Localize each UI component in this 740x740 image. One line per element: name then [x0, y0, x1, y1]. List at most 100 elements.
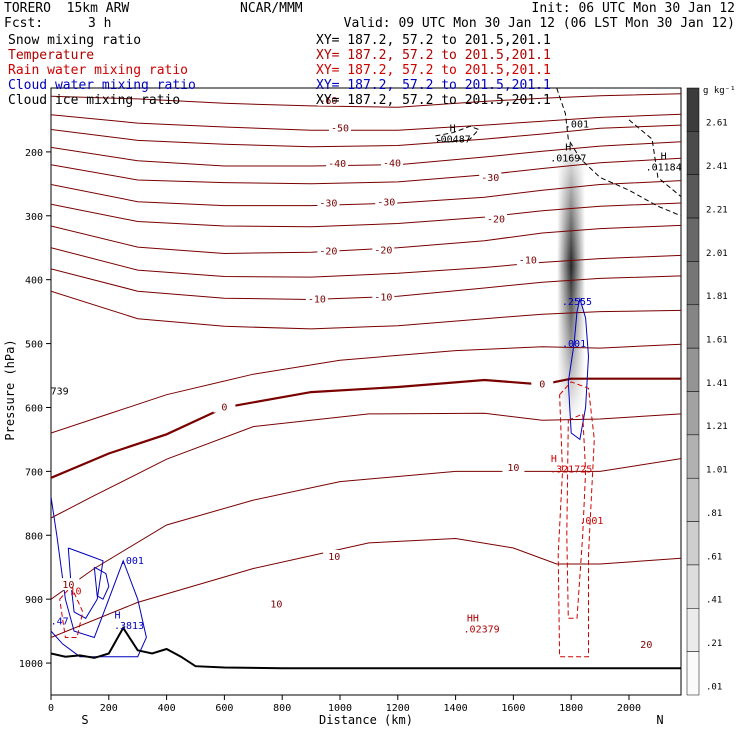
rain-water-contour — [59, 585, 84, 638]
field-annotation: HH — [467, 614, 479, 625]
x-tick-label: 1200 — [386, 703, 410, 714]
legend-cloud-ice-name: Cloud ice mixing ratio — [8, 93, 181, 108]
contour-label-bg — [502, 461, 525, 474]
isotherm-m45 — [51, 124, 681, 148]
colorbar-swatch — [686, 304, 700, 349]
field-annotation: .2555 — [562, 297, 592, 308]
field-annotation: .001 — [120, 556, 144, 567]
cloud-water-contours — [51, 296, 590, 658]
cloud-ice-contour — [556, 88, 681, 217]
legend-cloud-water-xy: XY= 187.2, 57.2 to 201.5,201.1 — [316, 78, 551, 93]
field-annotation: .001 — [565, 120, 589, 131]
x-axis: 0 200 400 600 800 1000 1200 1400 1600 1800 2000 — [48, 695, 641, 714]
cloud-water-contour — [67, 547, 104, 619]
init-time: Init: 06 UTC Mon 30 Jan 12 — [531, 1, 736, 16]
field-annotation: H — [661, 152, 667, 163]
isotherm-0 — [51, 377, 681, 479]
colorbar-tick-label: 1.01 — [706, 466, 728, 476]
contour-label-bg — [265, 597, 288, 610]
y-axis-label: Pressure (hPa) — [3, 339, 17, 440]
forecast-label: Fcst: — [4, 16, 44, 31]
isotherm-m30 — [51, 180, 681, 207]
contour-label: -10 — [519, 256, 537, 267]
model-title: TORERO 15km ARW — [4, 1, 130, 16]
legend-snow-xy: XY= 187.2, 57.2 to 201.5,201.1 — [316, 33, 551, 48]
contour-label: -30 — [319, 199, 337, 210]
isotherm-20 — [51, 537, 681, 638]
x-tick-label: 1000 — [328, 703, 352, 714]
field-annotation: .001 — [579, 516, 603, 527]
contour-label-bg — [372, 290, 395, 303]
x-tick-label: 0 — [48, 703, 54, 714]
isotherm-m25 — [51, 202, 681, 228]
valid-time: Valid: 09 UTC Mon 30 Jan 12 (06 LST Mon … — [343, 16, 735, 31]
contour-label-bg — [516, 253, 539, 266]
x-tick-label: 200 — [100, 703, 118, 714]
y-tick-label: 900 — [25, 595, 43, 606]
end-label-right: N — [656, 713, 663, 727]
y-tick-label: 800 — [25, 531, 43, 542]
colorbar-swatch — [686, 608, 700, 652]
colorbar-tick-label: .01 — [706, 682, 722, 692]
contour-label: -60 — [319, 96, 337, 107]
contour-label-bg — [317, 244, 340, 257]
y-tick-label: 700 — [25, 467, 43, 478]
x-tick-label: 800 — [273, 703, 291, 714]
contour-label: -30 — [481, 173, 499, 184]
cloud-ice-contour — [628, 119, 681, 197]
contour-label-bg — [317, 93, 340, 106]
contour-label: -30 — [377, 197, 395, 208]
contour-label: -10 — [308, 294, 326, 305]
colorbar-tick-label: 1.21 — [706, 422, 728, 432]
contour-label: 10 — [507, 463, 519, 474]
y-axis: 200 300 400 500 600 700 800 900 1000 — [19, 148, 51, 670]
colorbar-tick-label: 1.61 — [706, 335, 728, 345]
legend-rain-xy: XY= 187.2, 57.2 to 201.5,201.1 — [316, 63, 551, 78]
legend-cloud-ice-xy: XY= 187.2, 57.2 to 201.5,201.1 — [316, 93, 551, 108]
plot-layer: -60 -50 -40 -40 -30 -30 -30 -20 -20 -20 -10 -10 -10 0… — [51, 88, 681, 670]
colorbar-tick-label: 2.21 — [706, 205, 728, 215]
colorbar-swatch — [686, 391, 700, 436]
surface-pressure-line — [51, 625, 681, 670]
contour-label: -20 — [374, 245, 392, 256]
contour-label: -40 — [383, 158, 401, 169]
cloud-ice-contours — [434, 88, 681, 217]
x-tick-label: 2000 — [617, 703, 641, 714]
legend-snow-name: Snow mixing ratio — [8, 33, 142, 48]
cloud-ice-contour — [434, 125, 480, 143]
field-annotation: H — [450, 123, 456, 134]
forecast-value: 3 h — [88, 16, 112, 31]
field-annotation: .01697 — [550, 153, 586, 164]
contour-label: -40 — [328, 159, 346, 170]
y-tick-label: 200 — [25, 148, 43, 159]
contour-label-bg — [213, 400, 236, 413]
legend-cloud-water-name: Cloud water mixing ratio — [8, 78, 196, 93]
colorbar-tick-label: .41 — [706, 596, 722, 606]
colorbar-swatch — [686, 651, 700, 696]
isotherm-m15 — [51, 247, 681, 278]
colorbar-tick-label: 2.61 — [706, 119, 728, 129]
colorbar-swatch — [686, 261, 700, 306]
isotherm-m60 — [51, 93, 681, 108]
contour-label-bg — [381, 156, 404, 169]
colorbar-tick-label: 1.41 — [706, 379, 728, 389]
rain-water-contour — [557, 381, 595, 658]
field-annotation: .321725 — [550, 465, 592, 476]
contour-label-bg — [305, 292, 328, 305]
colorbar-swatch — [686, 347, 700, 392]
contour-label-bg — [323, 549, 346, 562]
field-annotation: H — [565, 143, 571, 154]
colorbar-swatch — [686, 217, 700, 262]
y-tick-label: 400 — [25, 276, 43, 287]
contour-label: 20 — [640, 640, 652, 651]
contour-label-bg — [372, 243, 395, 256]
contour-label: -20 — [319, 247, 337, 258]
end-label-left: S — [81, 713, 88, 727]
cloud-water-contour — [93, 566, 110, 600]
x-tick-label: 1800 — [559, 703, 583, 714]
field-annotation: .02379 — [464, 624, 500, 635]
colorbar-swatch — [686, 87, 700, 132]
field-annotation: 10 — [70, 587, 82, 598]
